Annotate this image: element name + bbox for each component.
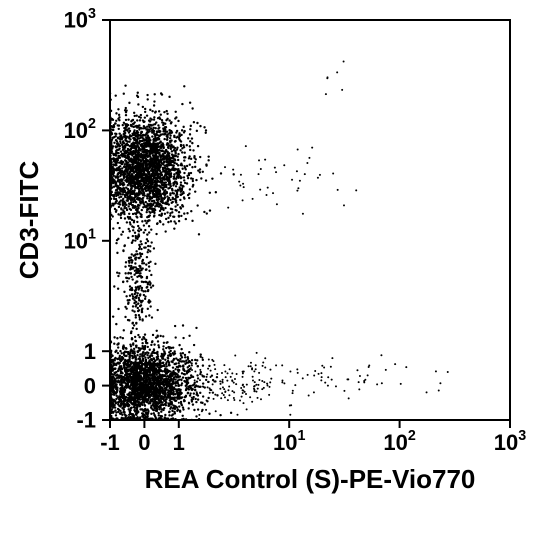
scatter-plot: -101101102103-101101102103REA Control (S… — [0, 0, 540, 540]
x-axis-label: REA Control (S)-PE-Vio770 — [145, 464, 476, 494]
y-axis-label: CD3-FITC — [14, 161, 44, 280]
chart-svg: -101101102103-101101102103REA Control (S… — [0, 0, 540, 540]
